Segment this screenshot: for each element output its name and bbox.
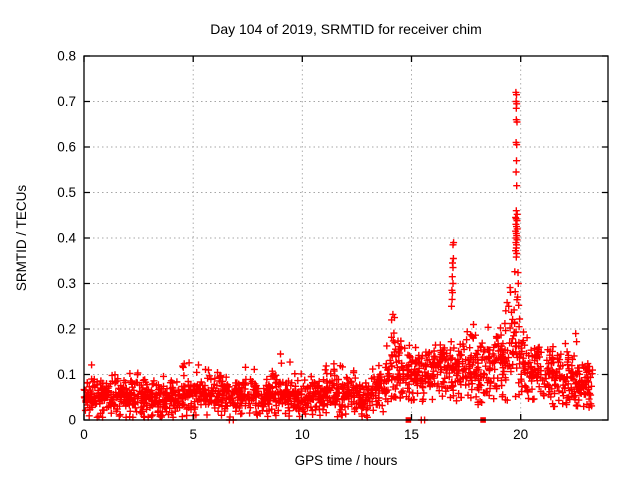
x-tick-label: 15 (404, 427, 419, 442)
y-tick-label: 0.2 (57, 322, 76, 337)
tick-marks (83, 55, 608, 421)
y-axis-label: SRMTID / TECUs (14, 185, 29, 292)
data-points-plus-markers (80, 88, 596, 424)
x-tick-label: 10 (295, 427, 310, 442)
x-tick-label: 0 (80, 427, 88, 442)
chart-title: Day 104 of 2019, SRMTID for receiver chi… (210, 21, 482, 37)
y-tick-label: 0 (68, 413, 76, 428)
y-tick-label: 0.3 (57, 276, 76, 291)
x-tick-label: 20 (513, 427, 528, 442)
y-tick-label: 0.6 (57, 140, 76, 155)
x-axis-label: GPS time / hours (295, 453, 398, 468)
axis-ticks (83, 55, 608, 421)
y-tick-label: 0.8 (57, 49, 76, 64)
x-tick-label: 5 (189, 427, 197, 442)
tick-labels: 0 5 10 15 20 0 0.1 0.2 0.3 0.4 0.5 0.6 0.7 0.8 (57, 49, 528, 443)
y-tick-label: 0.5 (57, 185, 76, 200)
y-tick-label: 0.1 (57, 367, 76, 382)
y-tick-label: 0.4 (57, 231, 76, 246)
y-tick-label: 0.7 (57, 94, 76, 109)
